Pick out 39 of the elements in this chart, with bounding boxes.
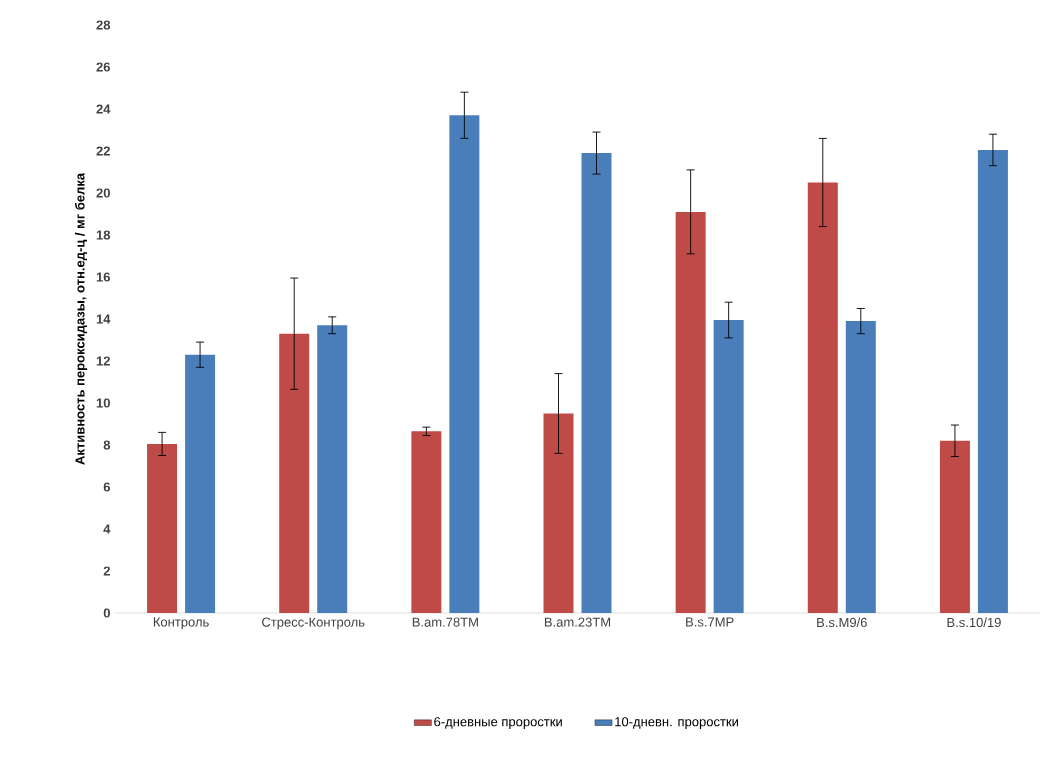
y-tick-label: 2 (103, 566, 110, 576)
y-tick-label: 14 (96, 314, 111, 324)
y-tick-label: 6 (103, 482, 111, 492)
y-tick-label: 26 (96, 62, 110, 72)
y-tick-label: 16 (96, 272, 110, 282)
x-tick-label: B.s.7MP (686, 617, 734, 627)
y-tick-label: 20 (96, 188, 110, 198)
legend-label: 6-дневные проростки (434, 717, 562, 729)
bar (807, 182, 838, 613)
legend-label: 10-дневн. проростки (615, 717, 738, 729)
bar (977, 149, 1008, 613)
x-tick-label: Стресс-Контроль (262, 617, 365, 630)
y-tick-label: 10 (96, 398, 110, 408)
x-tick-label: B.s.M9/6 (817, 617, 867, 628)
x-tick-label: B.am.78TM (412, 617, 478, 627)
y-tick-label: 12 (96, 356, 110, 366)
x-tick-label: Контроль (153, 617, 209, 630)
y-tick-label: 22 (96, 146, 110, 156)
bar (675, 211, 706, 613)
bar (581, 153, 612, 613)
bar (411, 431, 442, 613)
y-tick-label: 18 (96, 230, 111, 240)
y-tick-label: 0 (103, 608, 110, 618)
bar (279, 333, 310, 613)
x-tick-label: B.s.10/19 (947, 617, 1001, 628)
bar (449, 115, 480, 613)
y-tick-label: 28 (96, 20, 111, 30)
bar (543, 413, 574, 613)
bar (185, 354, 216, 613)
bar (713, 320, 744, 613)
y-tick-label: 24 (96, 104, 111, 114)
x-tick-label: B.am.23TM (544, 617, 611, 627)
bar (317, 325, 348, 613)
y-axis-title: Активность пероксидазы, отн.ед-ц / мг белка (74, 172, 88, 465)
bar (939, 440, 970, 613)
y-tick-label: 4 (103, 524, 111, 534)
y-tick-label: 8 (103, 440, 111, 450)
bar (845, 321, 876, 613)
bar (147, 443, 178, 613)
